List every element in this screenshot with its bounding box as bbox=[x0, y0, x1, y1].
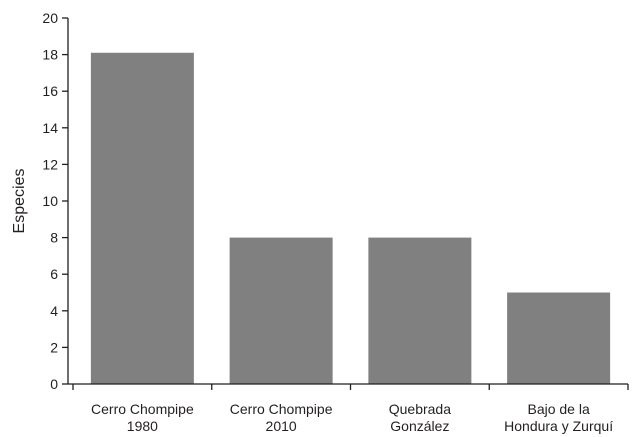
y-axis: 0 2 4 6 8 10 12 14 16 18 20 bbox=[42, 10, 69, 392]
y-axis-title: Especies bbox=[11, 169, 28, 234]
bars-group bbox=[90, 52, 611, 385]
y-tick-label: 8 bbox=[50, 230, 58, 246]
x-axis: Cerro Chompipe 1980 Cerro Chompipe 2010 Queb… bbox=[68, 383, 629, 434]
y-tick-label: 10 bbox=[42, 193, 58, 209]
y-tick-label: 12 bbox=[42, 156, 58, 172]
bar bbox=[229, 237, 333, 384]
bar bbox=[507, 292, 611, 384]
bar bbox=[90, 52, 194, 385]
y-tick-label: 16 bbox=[42, 83, 58, 99]
y-tick-label: 4 bbox=[50, 303, 58, 319]
y-tick-label: 18 bbox=[42, 47, 58, 63]
x-category-label: Quebrada González bbox=[389, 401, 451, 434]
y-tick-label: 20 bbox=[42, 10, 58, 26]
y-tick-label: 14 bbox=[42, 120, 58, 136]
x-category-label: Cerro Chompipe 2010 bbox=[230, 401, 333, 434]
x-category-label: Bajo de la Hondura y Zurquí bbox=[504, 401, 613, 434]
bar bbox=[368, 237, 472, 384]
y-tick-label: 6 bbox=[50, 266, 58, 282]
y-tick-label: 0 bbox=[50, 376, 58, 392]
x-category-label: Cerro Chompipe 1980 bbox=[91, 401, 194, 434]
y-tick-label: 2 bbox=[50, 339, 58, 355]
